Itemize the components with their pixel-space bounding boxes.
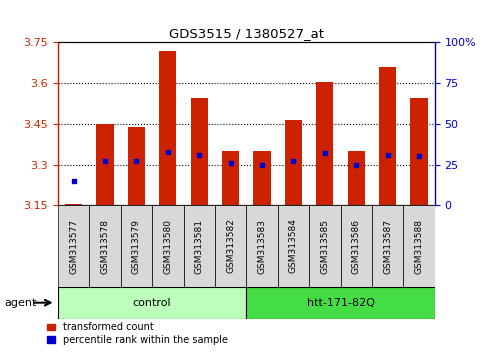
Text: GSM313581: GSM313581: [195, 218, 204, 274]
Bar: [372, 205, 403, 287]
Title: GDS3515 / 1380527_at: GDS3515 / 1380527_at: [169, 27, 324, 40]
Text: htt-171-82Q: htt-171-82Q: [307, 298, 374, 308]
Bar: [341, 205, 372, 287]
Bar: [89, 205, 121, 287]
Bar: [403, 205, 435, 287]
Text: GSM313580: GSM313580: [163, 218, 172, 274]
Text: GSM313582: GSM313582: [226, 218, 235, 274]
Bar: [348, 151, 365, 205]
Bar: [411, 98, 427, 205]
Text: GSM313579: GSM313579: [132, 218, 141, 274]
Text: GSM313583: GSM313583: [257, 218, 267, 274]
Text: control: control: [133, 298, 171, 308]
Bar: [246, 205, 278, 287]
Bar: [254, 151, 270, 205]
Text: GSM313584: GSM313584: [289, 218, 298, 274]
Bar: [121, 205, 152, 287]
Bar: [316, 82, 333, 205]
Bar: [246, 287, 435, 319]
Text: GSM313585: GSM313585: [320, 218, 329, 274]
Bar: [222, 151, 239, 205]
Text: GSM313578: GSM313578: [100, 218, 110, 274]
Bar: [159, 51, 176, 205]
Bar: [97, 124, 114, 205]
Bar: [58, 205, 89, 287]
Bar: [152, 205, 184, 287]
Text: agent: agent: [5, 298, 37, 308]
Bar: [285, 120, 302, 205]
Bar: [379, 67, 396, 205]
Text: GSM313586: GSM313586: [352, 218, 361, 274]
Bar: [58, 287, 246, 319]
Bar: [309, 205, 341, 287]
Bar: [184, 205, 215, 287]
Legend: transformed count, percentile rank within the sample: transformed count, percentile rank withi…: [43, 319, 232, 349]
Bar: [191, 98, 208, 205]
Text: GSM313588: GSM313588: [414, 218, 424, 274]
Bar: [215, 205, 246, 287]
Bar: [128, 127, 145, 205]
Bar: [278, 205, 309, 287]
Text: GSM313577: GSM313577: [69, 218, 78, 274]
Bar: [65, 204, 82, 205]
Text: GSM313587: GSM313587: [383, 218, 392, 274]
